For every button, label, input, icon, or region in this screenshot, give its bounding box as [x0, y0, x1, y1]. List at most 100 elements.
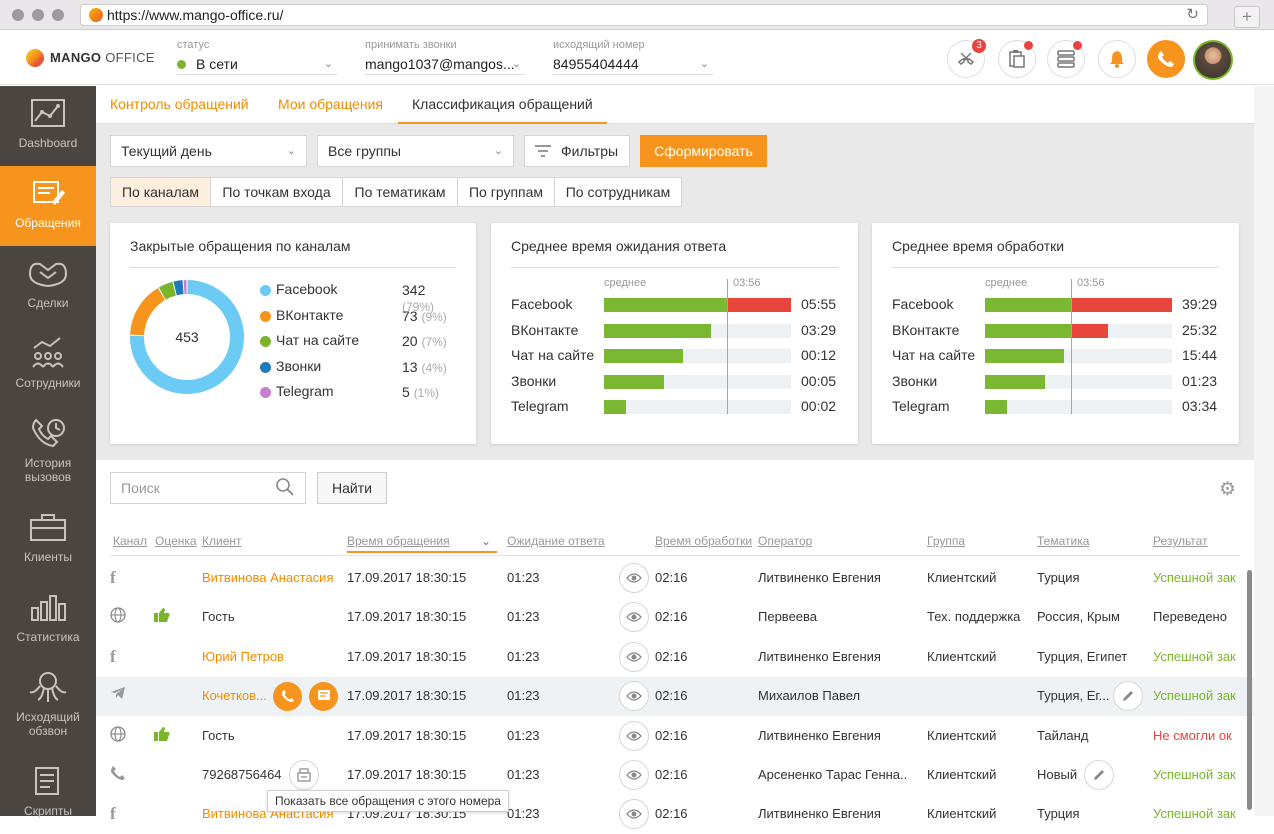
find-button[interactable]: Найти — [317, 472, 387, 504]
sidebar-item-clients[interactable]: Клиенты — [0, 500, 96, 580]
chat-icon — [317, 689, 331, 703]
generate-button[interactable]: Сформировать — [640, 135, 767, 167]
channel-cell — [110, 607, 126, 626]
legend-item: ВКонтакте 73 (9%) — [260, 307, 460, 327]
notifications-button[interactable] — [1098, 40, 1136, 78]
main-content: Контроль обращений Мои обращения Классиф… — [96, 86, 1274, 816]
phone-icon — [281, 689, 295, 703]
user-avatar[interactable] — [1193, 40, 1233, 80]
tab-classification[interactable]: Классификация обращений — [398, 86, 607, 124]
settings-gear-icon[interactable]: ⚙ — [1219, 478, 1236, 501]
outgoing-number-select[interactable]: исходящий номер 84955404444⌄ — [553, 39, 713, 75]
view-record-button[interactable] — [619, 760, 649, 790]
sidebar-item-scripts[interactable]: Скрипты — [0, 754, 96, 834]
view-record-button[interactable] — [619, 721, 649, 751]
sidebar-item-statistics[interactable]: Статистика — [0, 580, 96, 660]
segment-employees[interactable]: По сотрудникам — [554, 177, 682, 207]
chat-client-button[interactable] — [309, 682, 338, 711]
donut-slice-2[interactable] — [162, 289, 174, 294]
show-all-requests-button[interactable] — [289, 760, 319, 790]
bar-track — [985, 400, 1172, 414]
col-group[interactable]: Группа — [927, 534, 965, 548]
col-result[interactable]: Результат — [1153, 534, 1208, 548]
groups-select[interactable]: Все группы⌄ — [317, 135, 514, 167]
col-operator[interactable]: Оператор — [758, 534, 812, 548]
bar-red — [727, 298, 791, 312]
view-record-button[interactable] — [619, 799, 649, 829]
tab-control[interactable]: Контроль обращений — [96, 86, 263, 124]
view-record-button[interactable] — [619, 563, 649, 593]
tab-my-requests[interactable]: Мои обращения — [264, 86, 397, 124]
col-wait[interactable]: Ожидание ответа — [507, 534, 605, 548]
missed-calls-button[interactable]: 3 — [947, 40, 985, 78]
window-close-dot[interactable] — [12, 9, 24, 21]
sidebar-item-requests[interactable]: Обращения — [0, 166, 96, 246]
view-record-button[interactable] — [619, 681, 649, 711]
call-client-button[interactable] — [273, 682, 302, 711]
sidebar-item-deals[interactable]: Сделки — [0, 246, 96, 326]
period-select[interactable]: Текущий день⌄ — [110, 135, 307, 167]
sidebar-item-outgoing-dial[interactable]: Исходящий обзвон — [0, 660, 96, 754]
notification-dot — [1024, 41, 1033, 50]
search-input[interactable]: Поиск — [110, 472, 306, 504]
segment-groups[interactable]: По группам — [457, 177, 555, 207]
operator-cell: Литвиненко Евгения — [758, 570, 881, 585]
window-zoom-dot[interactable] — [52, 9, 64, 21]
sidebar-item-call-history[interactable]: История вызовов — [0, 406, 96, 500]
col-topic[interactable]: Тематика — [1037, 534, 1089, 548]
legend-name: Чат на сайте — [276, 332, 359, 348]
window-minimize-dot[interactable] — [32, 9, 44, 21]
client-cell[interactable]: Витвинова Анастасия — [202, 570, 334, 585]
tab-bar: Контроль обращений Мои обращения Классиф… — [96, 86, 1254, 124]
col-processing[interactable]: Время обработки — [655, 534, 752, 548]
favicon-icon — [89, 8, 103, 22]
filters-button[interactable]: Фильтры — [524, 135, 630, 167]
time-cell: 17.09.2017 18:30:15 — [347, 649, 466, 664]
client-cell[interactable]: Юрий Петров — [202, 649, 284, 664]
call-button[interactable] — [1147, 40, 1185, 78]
processing-cell: 02:16 — [655, 728, 688, 743]
bar-value: 03:29 — [801, 322, 836, 338]
col-time[interactable]: Время обращения⌄ — [347, 534, 497, 553]
scripts-icon — [0, 762, 96, 802]
donut-slice-3[interactable] — [175, 287, 183, 288]
server-icon — [1056, 50, 1076, 68]
segment-entry-points[interactable]: По точкам входа — [210, 177, 343, 207]
address-bar[interactable]: https://www.mango-office.ru/ ↻ — [80, 4, 1208, 26]
view-record-button[interactable] — [619, 602, 649, 632]
legend-item: Telegram 5 (1%) — [260, 383, 460, 403]
bar-label: Telegram — [511, 398, 569, 414]
result-cell: Успешной зак — [1153, 767, 1238, 782]
clipboard-button[interactable] — [998, 40, 1036, 78]
segment-channels[interactable]: По каналам — [110, 177, 211, 207]
mango-logo[interactable]: MANGO OFFICE — [26, 49, 155, 67]
edit-topic-button[interactable] — [1084, 760, 1114, 790]
accept-calls-select[interactable]: принимать звонки mango1037@mangos...⌄ — [365, 39, 525, 75]
sidebar-item-dashboard[interactable]: Dashboard — [0, 86, 96, 166]
globe-icon — [110, 607, 126, 623]
bar-value: 03:34 — [1182, 398, 1217, 414]
view-record-button[interactable] — [619, 642, 649, 672]
server-button[interactable] — [1047, 40, 1085, 78]
scrollbar-thumb[interactable] — [1247, 570, 1252, 810]
client-cell[interactable]: Кочетков... — [202, 688, 267, 703]
reload-icon[interactable]: ↻ — [1186, 5, 1199, 25]
new-tab-button[interactable]: + — [1234, 6, 1260, 28]
status-select[interactable]: статус В сети⌄ — [177, 39, 337, 75]
col-rating[interactable]: Оценка — [155, 534, 197, 548]
segment-topics[interactable]: По тематикам — [342, 177, 458, 207]
outgoing-number-value: 84955404444 — [553, 56, 639, 72]
col-channel[interactable]: Канал — [113, 534, 147, 548]
col-client[interactable]: Клиент — [202, 534, 242, 548]
edit-topic-button[interactable] — [1113, 681, 1143, 711]
browser-toolbar: https://www.mango-office.ru/ ↻ + — [0, 0, 1274, 30]
sidebar-item-employees[interactable]: Сотрудники — [0, 326, 96, 406]
processing-cell: 02:16 — [655, 767, 688, 782]
result-cell: Успешной зак — [1153, 688, 1238, 703]
